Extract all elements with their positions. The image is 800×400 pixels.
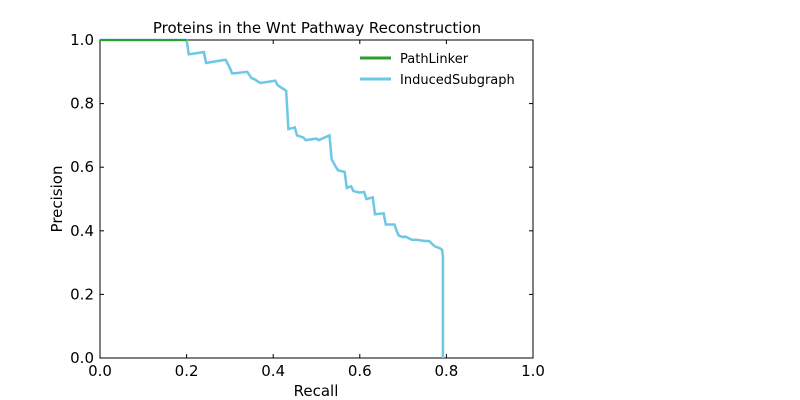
y-tick-label: 0.6 [70,158,94,176]
y-tick-label: 1.0 [70,31,94,49]
y-tick-label: 0.4 [70,222,94,240]
series-layer [100,38,445,358]
chart-title: Proteins in the Wnt Pathway Reconstructi… [153,19,481,37]
y-axis-label: Precision [48,166,66,233]
y-tick-label: 0.8 [70,95,94,113]
x-tick-label: 1.0 [521,362,545,380]
axis-ticks: 0.0 0.2 0.4 0.6 0.8 1.0 0.0 0.2 0.4 0.6 0.8 1.0 [70,31,545,380]
legend-label-inducedsubgraph: InducedSubgraph [400,73,515,88]
y-tick-label: 0.2 [70,285,94,303]
x-tick-label: 0.4 [261,362,285,380]
legend: PathLinker InducedSubgraph [360,52,515,88]
x-tick-label: 0.6 [348,362,372,380]
x-axis-label: Recall [294,382,339,400]
x-tick-label: 0.0 [88,362,112,380]
x-tick-label: 0.8 [434,362,458,380]
series-line-inducedsubgraph [100,38,445,358]
legend-label-pathlinker: PathLinker [400,52,469,67]
y-tick-label: 0.0 [70,349,94,367]
x-tick-label: 0.2 [175,362,199,380]
plot-area [99,39,534,359]
